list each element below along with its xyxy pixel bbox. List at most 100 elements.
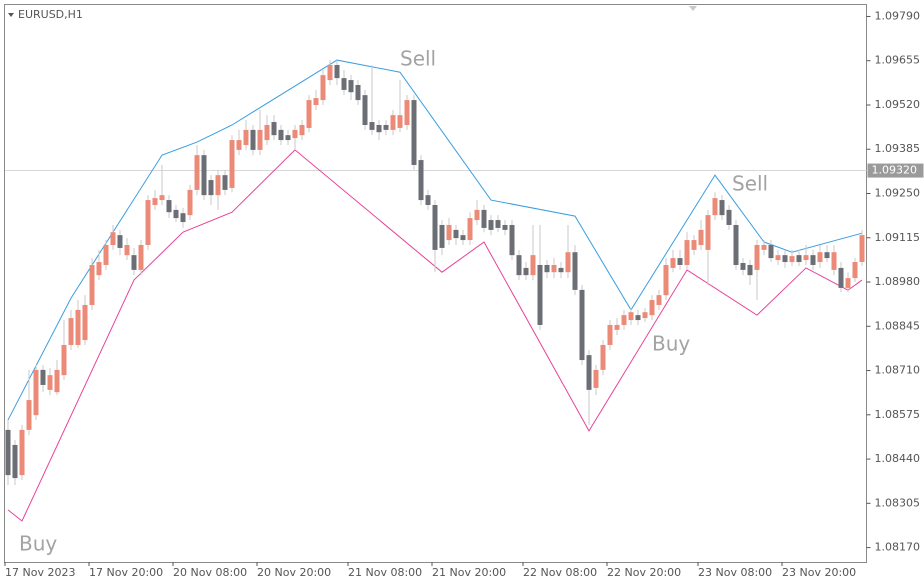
candle-body — [572, 252, 578, 290]
current-price-box — [867, 163, 924, 178]
candle-body — [418, 160, 424, 201]
candle-body — [803, 255, 809, 261]
candle-body — [509, 224, 515, 256]
candle-body — [369, 122, 375, 130]
candle-body — [621, 315, 627, 325]
candle-body — [376, 124, 382, 133]
candle-body — [390, 115, 396, 130]
candle-body — [166, 200, 172, 213]
y-tick-label: 1.09115 — [875, 231, 921, 244]
candle-body — [845, 278, 851, 288]
y-tick-label: 1.09385 — [875, 142, 921, 155]
candle-body — [180, 213, 186, 223]
candle-body — [705, 215, 711, 250]
x-tick-label: 23 Nov 08:00 — [698, 566, 772, 579]
candle-body — [320, 75, 326, 101]
plot-frame — [4, 4, 867, 563]
candle-body — [544, 264, 550, 273]
candle-body — [768, 244, 774, 259]
candle-body — [208, 180, 214, 196]
signal-label: Sell — [732, 172, 768, 196]
candle-body — [222, 175, 228, 190]
candle-body — [173, 209, 179, 219]
candle-body — [502, 224, 508, 230]
symbol-label: EURUSD,H1 — [18, 8, 83, 21]
y-tick-label: 1.08845 — [875, 319, 921, 332]
candle-body — [698, 229, 704, 245]
candle-body — [117, 235, 123, 248]
candle-body — [96, 262, 102, 276]
candle-body — [292, 129, 298, 139]
candle-body — [68, 318, 74, 345]
y-tick-label: 1.08710 — [875, 364, 921, 377]
candle-body — [607, 324, 613, 345]
candle-body — [817, 252, 823, 263]
candle-body — [712, 198, 718, 216]
candle-body — [663, 264, 669, 296]
signal-label: Sell — [400, 47, 436, 71]
candle-body — [327, 64, 333, 81]
x-tick-label: 22 Nov 20:00 — [607, 566, 681, 579]
candle-body — [152, 198, 158, 205]
candle-body — [236, 140, 242, 150]
x-tick-label: 21 Nov 20:00 — [432, 566, 506, 579]
candle-body — [411, 100, 417, 165]
candle-body — [586, 355, 592, 390]
candle-body — [523, 267, 529, 276]
y-tick-label: 1.08980 — [875, 275, 921, 288]
candle-body — [264, 124, 270, 141]
candle-body — [306, 100, 312, 128]
candle-body — [775, 255, 781, 261]
candle-body — [488, 220, 494, 230]
candle-body — [362, 95, 368, 125]
menu-arrow[interactable] — [8, 13, 14, 17]
signal-label: Buy — [19, 532, 57, 556]
candle-body — [565, 252, 571, 273]
candle-body — [649, 300, 655, 316]
candle-body — [82, 304, 88, 341]
candle-body — [26, 400, 32, 430]
candle-body — [404, 100, 410, 125]
candle-body — [551, 264, 557, 273]
candle-body — [5, 429, 11, 476]
candle-body — [299, 124, 305, 136]
candle-body — [54, 369, 60, 393]
shift-marker[interactable] — [689, 6, 697, 11]
candle-body — [740, 263, 746, 270]
candle-body — [110, 232, 116, 245]
candle-body — [341, 78, 347, 90]
candle-body — [47, 375, 53, 390]
candle-body — [719, 200, 725, 216]
candle-body — [75, 309, 81, 345]
candle-body — [131, 255, 137, 270]
x-tick-label: 20 Nov 20:00 — [257, 566, 331, 579]
lower-line — [7, 149, 863, 522]
candle-body — [187, 189, 193, 216]
candle-body — [257, 129, 263, 150]
candle-body — [348, 80, 354, 93]
candle-body — [383, 124, 389, 130]
candle-body — [677, 258, 683, 265]
x-tick-label: 21 Nov 08:00 — [348, 566, 422, 579]
candle-body — [726, 209, 732, 225]
candle-body — [453, 229, 459, 239]
y-tick-label: 1.08440 — [875, 452, 921, 465]
candle-body — [558, 267, 564, 273]
current-price-label: 1.09320 — [872, 164, 918, 177]
y-tick-label: 1.08575 — [875, 408, 921, 421]
candle-body — [229, 140, 235, 188]
candle-body — [103, 244, 109, 265]
candle-body — [537, 264, 543, 325]
x-tick-label: 20 Nov 08:00 — [173, 566, 247, 579]
candle-body — [782, 255, 788, 263]
candle-body — [33, 369, 39, 416]
y-tick-label: 1.09655 — [875, 54, 921, 67]
candle-body — [243, 129, 249, 145]
candle-body — [61, 344, 67, 376]
candle-body — [838, 267, 844, 288]
candle-body — [754, 244, 760, 270]
candle-body — [397, 115, 403, 128]
candle-body — [691, 240, 697, 250]
candle-body — [593, 369, 599, 388]
